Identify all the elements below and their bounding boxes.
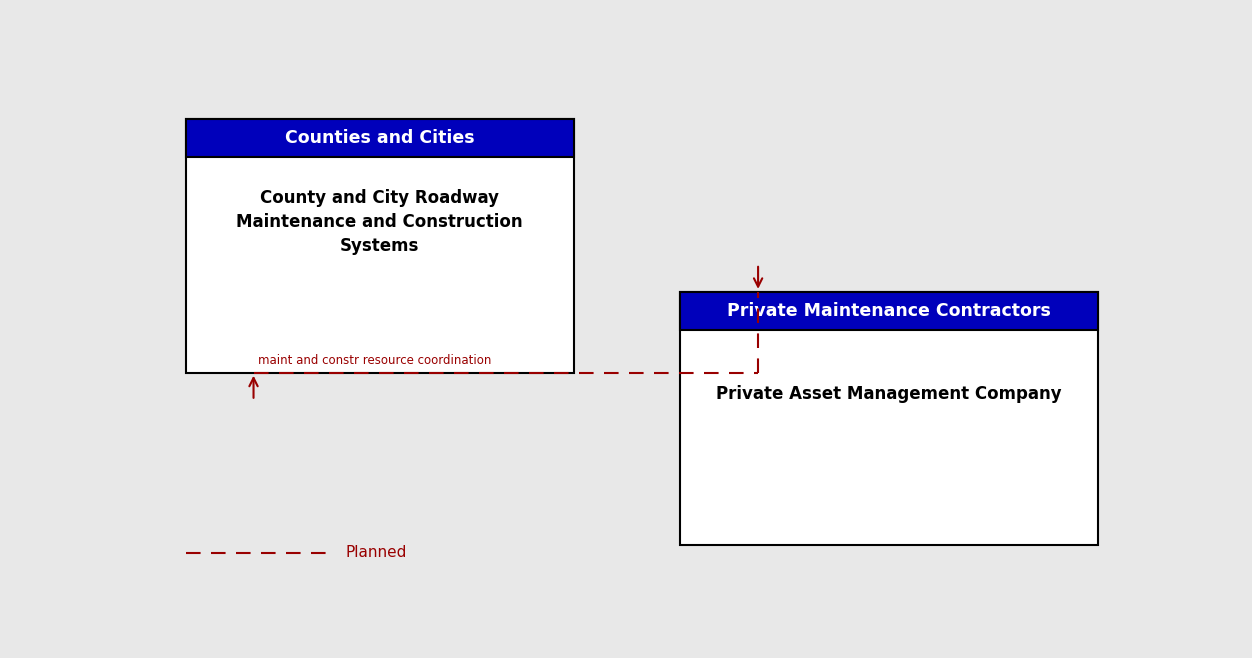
Bar bbox=[681, 291, 1098, 545]
Bar bbox=[185, 120, 573, 157]
Bar bbox=[681, 291, 1098, 330]
Bar bbox=[185, 120, 573, 373]
Bar bbox=[681, 291, 1098, 330]
Text: Private Asset Management Company: Private Asset Management Company bbox=[716, 386, 1062, 403]
Text: maint and constr resource coordination: maint and constr resource coordination bbox=[258, 354, 492, 367]
Text: County and City Roadway
Maintenance and Construction
Systems: County and City Roadway Maintenance and … bbox=[237, 190, 523, 255]
Text: Private Maintenance Contractors: Private Maintenance Contractors bbox=[727, 302, 1050, 320]
Bar bbox=[185, 120, 573, 157]
Text: Counties and Cities: Counties and Cities bbox=[285, 130, 475, 147]
Text: Planned: Planned bbox=[346, 545, 407, 560]
